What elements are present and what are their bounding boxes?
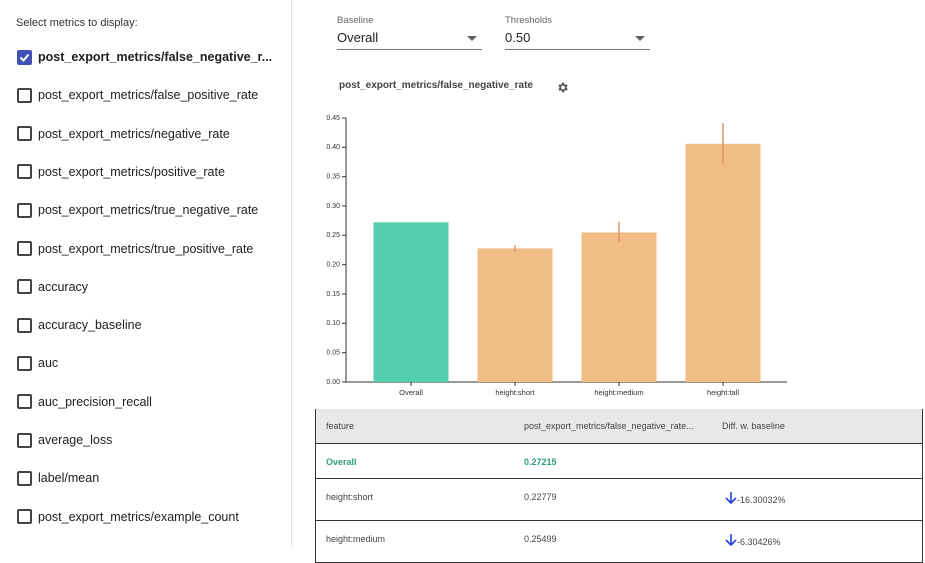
metric-option[interactable]: auc (17, 353, 58, 373)
table-cell: -16.30032% (737, 495, 786, 505)
table-cell: height:medium (326, 534, 386, 544)
check-mark (19, 53, 30, 62)
y-tick-label: 0.00 (326, 379, 340, 386)
metric-option[interactable]: post_export_metrics/true_positive_rate (17, 239, 253, 259)
checkbox[interactable] (17, 470, 32, 486)
checkbox[interactable] (17, 509, 32, 525)
dropdown-label: Baseline (337, 15, 374, 26)
y-tick-label: 0.20 (326, 262, 340, 269)
metric-option[interactable]: average_loss (17, 430, 112, 450)
y-tick-label: 0.15 (326, 291, 340, 298)
sidebar: Select metrics to display: post_export_m… (0, 0, 292, 547)
table-cell: 0.22779 (524, 492, 557, 502)
y-tick-label: 0.05 (326, 350, 340, 357)
metric-option[interactable]: accuracy_baseline (17, 315, 142, 335)
dropdown[interactable]: Overall (337, 30, 482, 50)
metric-label: post_export_metrics/negative_rate (38, 126, 230, 141)
metric-label: auc_precision_recall (38, 394, 152, 409)
metric-label: label/mean (38, 471, 100, 486)
y-tick-label: 0.40 (326, 144, 340, 151)
x-tick-label: height:tall (707, 388, 739, 397)
dropdown-value: 0.50 (505, 30, 531, 45)
bar (685, 143, 761, 382)
checkbox[interactable] (17, 394, 32, 410)
chart-title: post_export_metrics/false_negative_rate (339, 80, 533, 91)
metric-option[interactable]: post_export_metrics/positive_rate (17, 162, 225, 182)
table-cell: 0.27215 (524, 457, 557, 467)
dropdown-arrow (635, 36, 645, 41)
metric-option[interactable]: post_export_metrics/false_negative_r... (17, 47, 272, 67)
header-cell: Diff. w. baseline (722, 421, 785, 431)
dropdown-value: Overall (337, 30, 379, 45)
metric-option[interactable]: accuracy (17, 277, 88, 297)
y-tick-label: 0.45 (326, 115, 340, 122)
bar (477, 248, 553, 382)
checkbox[interactable] (17, 241, 32, 256)
table-row: Overall 0.27215 (316, 444, 922, 479)
header-cell: feature (326, 421, 355, 431)
metric-option[interactable]: label/mean (17, 468, 99, 488)
dropdown[interactable]: 0.50 (505, 30, 650, 50)
metric-option[interactable]: post_export_metrics/negative_rate (17, 124, 230, 144)
checkbox[interactable] (17, 126, 32, 142)
metrics-table: feature post_export_metrics/false_negativ… (315, 409, 923, 563)
x-tick-label: height:short (495, 388, 535, 397)
metric-label: average_loss (38, 433, 113, 447)
x-tick-label: height:medium (594, 388, 643, 397)
table-cell: height:short (326, 492, 374, 502)
metric-option[interactable]: auc_precision_recall (17, 392, 152, 412)
x-tick-label: Overall (399, 388, 423, 397)
y-tick-label: 0.35 (326, 174, 340, 181)
sidebar-title: Select metrics to display: (16, 17, 138, 29)
metric-label: auc (38, 356, 59, 371)
table-cell: 0.25499 (524, 534, 557, 544)
checkbox[interactable] (17, 355, 32, 371)
metric-label: accuracy (38, 279, 89, 294)
bar (581, 232, 657, 382)
settings-icon[interactable] (556, 81, 569, 94)
metric-label: post_export_metrics/false_positive_rate (38, 88, 259, 103)
y-tick-label: 0.25 (326, 232, 340, 239)
checkbox[interactable] (17, 432, 32, 448)
checkbox[interactable] (17, 317, 32, 333)
dropdown-label: Thresholds (505, 15, 552, 26)
metric-label: post_export_metrics/false_negative_r... (38, 50, 273, 64)
y-tick-label: 0.30 (326, 203, 340, 210)
checkbox[interactable] (17, 279, 32, 295)
checkbox[interactable] (17, 164, 32, 180)
table-row: height:medium 0.25499 -6.30426% (316, 521, 922, 563)
metric-option[interactable]: post_export_metrics/true_negative_rate (17, 200, 258, 220)
metric-label: post_export_metrics/true_positive_rate (38, 241, 254, 256)
table-header: feature post_export_metrics/false_negativ… (316, 409, 922, 444)
table-cell: -6.30426% (737, 537, 781, 547)
metric-option[interactable]: post_export_metrics/false_positive_rate (17, 85, 258, 105)
metric-label: post_export_metrics/true_negative_rate (38, 203, 259, 218)
metric-label: accuracy_baseline (38, 318, 142, 333)
metric-option[interactable]: post_export_metrics/example_count (17, 507, 239, 527)
down-arrow (725, 534, 737, 547)
metric-label: post_export_metrics/example_count (38, 509, 239, 524)
checkbox[interactable] (17, 87, 32, 103)
header-cell: post_export_metrics/false_negative_rate.… (524, 421, 694, 431)
y-tick-label: 0.10 (326, 320, 340, 327)
checkbox[interactable] (17, 49, 32, 65)
checkbox[interactable] (17, 202, 32, 218)
table-cell: Overall (326, 457, 357, 467)
metric-label: post_export_metrics/positive_rate (38, 164, 225, 179)
dropdown-arrow (467, 36, 477, 41)
bar (373, 222, 449, 382)
down-arrow (725, 492, 737, 505)
chart: 0.00 0.05 0.10 0.15 0.20 0.25 0.30 0.35 0.40 0.45… (326, 115, 787, 397)
table-row: height:short 0.22779 -16.30032% (316, 479, 922, 521)
